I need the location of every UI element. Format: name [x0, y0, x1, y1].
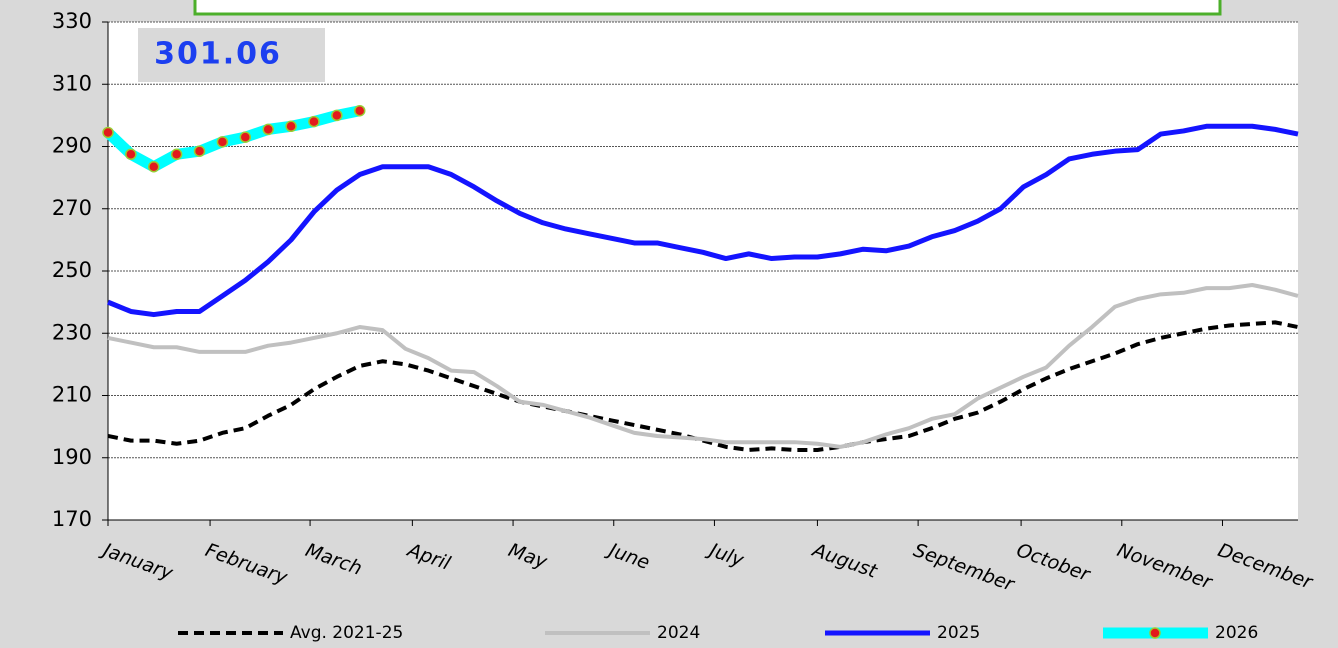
marker	[353, 104, 366, 117]
marker	[148, 160, 160, 173]
legend-label: Avg. 2021-25	[290, 623, 403, 643]
marker	[262, 123, 274, 136]
annotation: 301.06	[154, 37, 282, 72]
y-tick-label: 310	[52, 71, 92, 95]
y-tick-label: 170	[52, 507, 92, 531]
series-line	[107, 283, 1299, 449]
marker	[170, 148, 183, 161]
y-tick-label: 190	[52, 445, 92, 469]
y-tick-label: 270	[52, 196, 92, 220]
marker	[216, 136, 229, 148]
y-tick-label: 290	[52, 134, 92, 158]
annotation-box	[138, 28, 325, 82]
legend-label: 2024	[657, 623, 700, 643]
marker	[125, 148, 137, 161]
marker	[193, 145, 206, 157]
y-tick-label: 250	[52, 258, 92, 282]
y-tick-label: 210	[52, 383, 92, 407]
series-line	[107, 123, 1299, 318]
marker	[331, 109, 343, 122]
marker	[102, 126, 114, 139]
marker	[308, 115, 320, 128]
marker	[239, 131, 252, 143]
y-tick-label: 230	[52, 320, 92, 344]
title-box	[193, 0, 1222, 16]
legend-marker	[1149, 627, 1161, 639]
y-tick-label: 330	[52, 9, 92, 33]
legend-label: 2025	[937, 623, 980, 643]
legend-label: 2026	[1215, 623, 1258, 643]
marker	[285, 120, 297, 133]
